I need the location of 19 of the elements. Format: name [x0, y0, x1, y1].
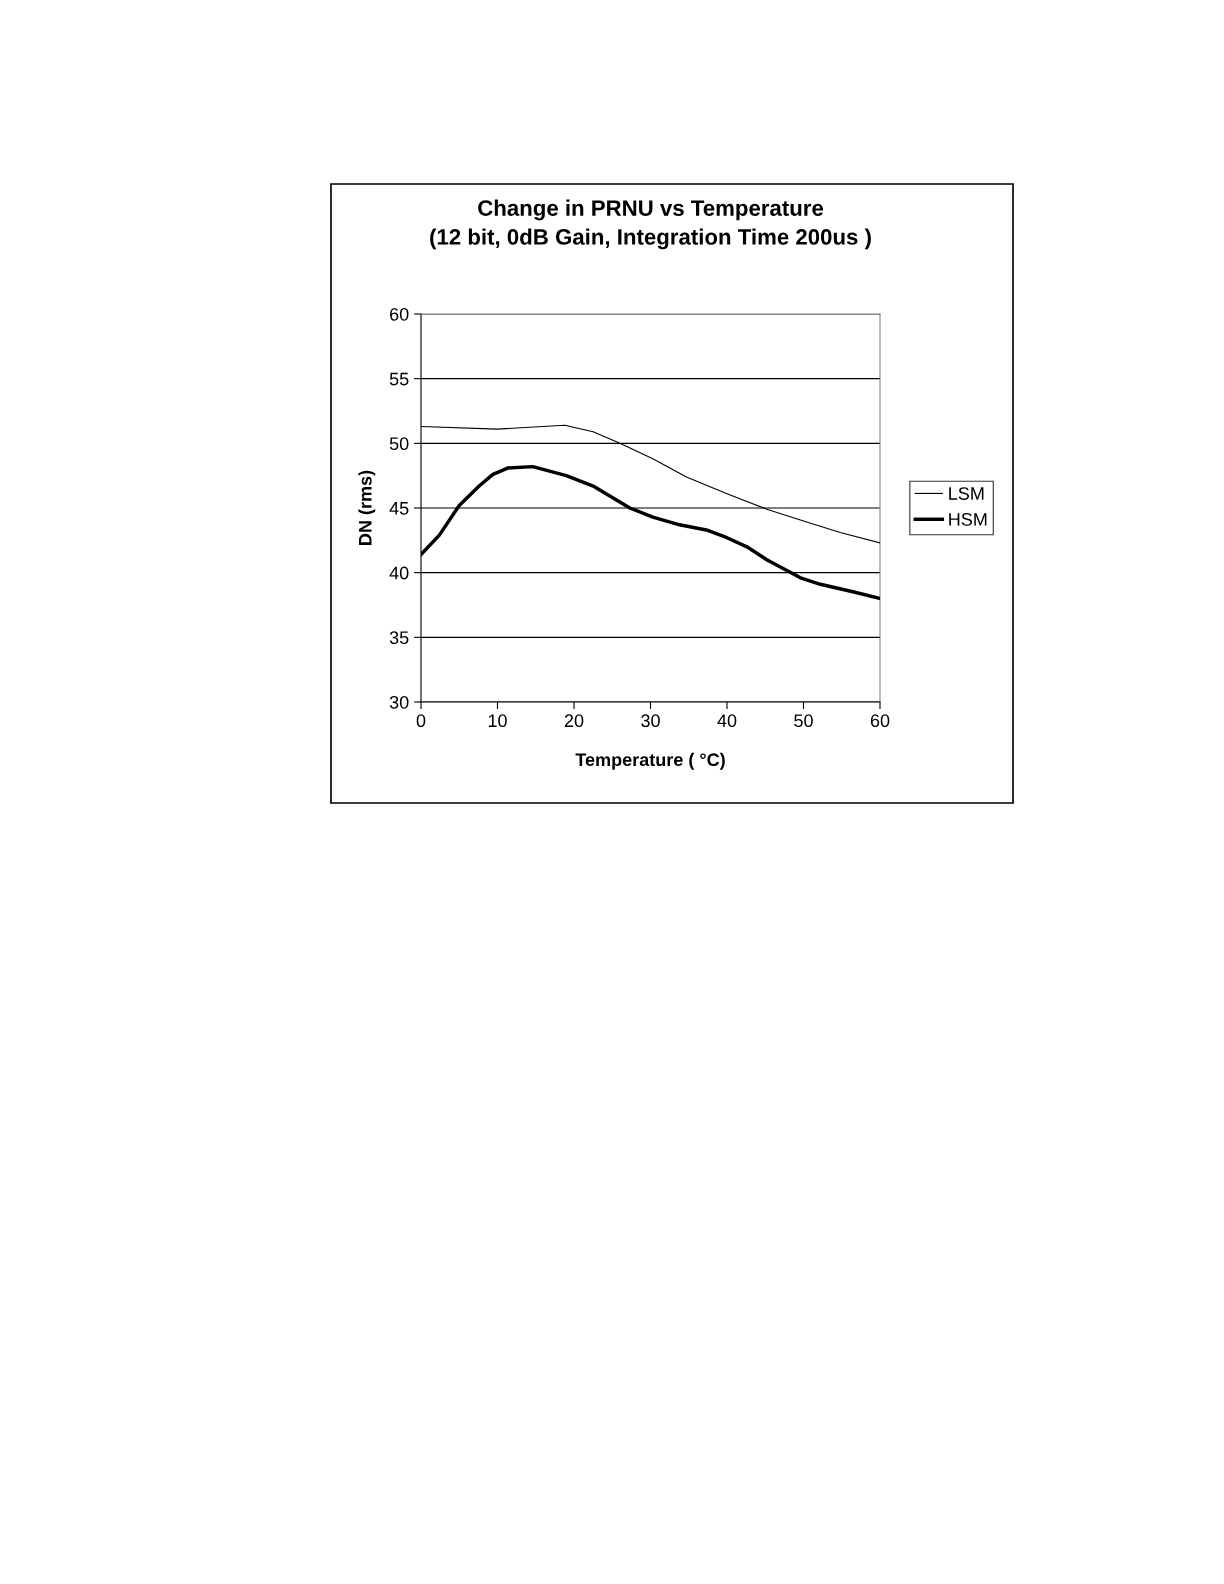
y-tick-label: 35 — [389, 631, 409, 645]
x-tick-label: 10 — [488, 714, 507, 728]
y-tick-label: 45 — [389, 502, 409, 515]
x-tick-label: 50 — [794, 714, 813, 728]
y-tick-label: 60 — [390, 307, 409, 321]
y-tick-label: 40 — [389, 566, 409, 580]
x-axis-title: Temperature ( °C) — [575, 752, 725, 770]
y-tick-label: 55 — [389, 372, 409, 386]
y-tick-label: 30 — [389, 695, 409, 709]
x-tick-label: 0 — [416, 714, 426, 728]
legend-label: LSM — [949, 487, 984, 500]
x-tick-label: 30 — [641, 714, 660, 728]
x-tick-label: 20 — [564, 714, 584, 728]
y-tick-label: 50 — [389, 437, 409, 451]
legend-label: HSM — [949, 512, 987, 526]
x-tick-label: 60 — [870, 714, 890, 728]
y-axis-title: DN (rms) — [358, 470, 376, 545]
x-tick-label: 40 — [717, 714, 737, 728]
chart-title: Change in PRNU vs Temperature (12 bit, 0dB Gain, Integration Time 200us ) — [430, 199, 871, 250]
